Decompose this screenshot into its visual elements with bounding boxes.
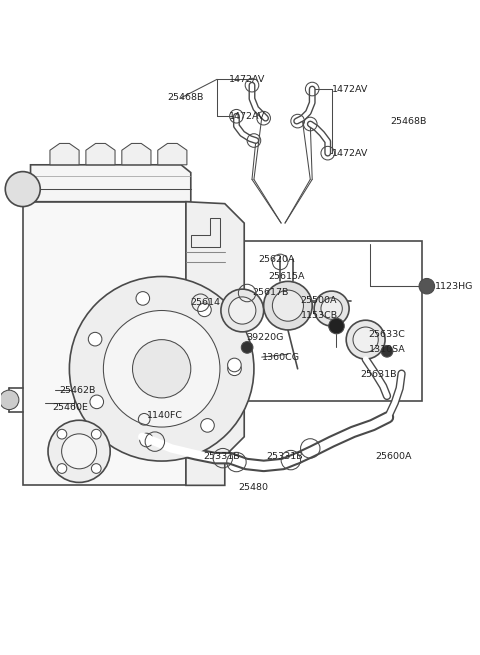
Text: 1310SA: 1310SA <box>369 345 405 354</box>
Circle shape <box>132 340 191 398</box>
Polygon shape <box>122 143 151 165</box>
Text: 25480: 25480 <box>239 483 268 492</box>
Polygon shape <box>186 202 244 485</box>
Text: 25468B: 25468B <box>390 117 426 126</box>
Text: 25614: 25614 <box>191 298 221 307</box>
Text: 25460E: 25460E <box>52 403 88 412</box>
Text: 1153CB: 1153CB <box>300 311 337 320</box>
Text: 25633C: 25633C <box>369 330 406 339</box>
Circle shape <box>136 291 150 305</box>
Circle shape <box>314 291 349 326</box>
Circle shape <box>57 429 67 439</box>
Bar <box>213 240 422 401</box>
Polygon shape <box>191 218 220 248</box>
Polygon shape <box>31 165 191 202</box>
Circle shape <box>221 289 264 332</box>
Circle shape <box>201 419 214 432</box>
Text: 25615A: 25615A <box>268 272 305 281</box>
Circle shape <box>346 320 385 359</box>
Text: 1472AV: 1472AV <box>229 75 265 84</box>
Circle shape <box>228 358 241 372</box>
Circle shape <box>228 297 256 324</box>
Circle shape <box>48 421 110 483</box>
Circle shape <box>61 434 96 469</box>
Circle shape <box>88 332 102 346</box>
Text: 25617B: 25617B <box>252 288 288 297</box>
Text: 25500A: 25500A <box>300 296 337 305</box>
Circle shape <box>381 345 393 357</box>
Circle shape <box>103 310 220 427</box>
Polygon shape <box>86 143 115 165</box>
Circle shape <box>90 395 104 409</box>
Text: 1360CG: 1360CG <box>262 352 300 362</box>
Text: 1472AV: 1472AV <box>332 149 368 158</box>
Text: 1140FC: 1140FC <box>147 411 183 420</box>
Circle shape <box>329 318 344 334</box>
Polygon shape <box>158 143 187 165</box>
Text: 39220G: 39220G <box>246 333 284 342</box>
Circle shape <box>264 282 312 330</box>
Circle shape <box>0 390 19 409</box>
Circle shape <box>419 278 434 294</box>
Circle shape <box>272 290 303 321</box>
Text: 25331B: 25331B <box>204 452 240 460</box>
Text: 1472AV: 1472AV <box>332 84 368 94</box>
Text: 25631B: 25631B <box>361 370 397 379</box>
Circle shape <box>5 172 40 206</box>
Circle shape <box>321 298 342 319</box>
Text: 25462B: 25462B <box>60 386 96 395</box>
Text: 25600A: 25600A <box>375 452 412 460</box>
Circle shape <box>140 433 153 447</box>
Circle shape <box>228 362 241 375</box>
Circle shape <box>91 429 101 439</box>
Circle shape <box>70 276 254 461</box>
Text: 1472AV: 1472AV <box>229 112 265 121</box>
Text: 25620A: 25620A <box>259 255 295 265</box>
Polygon shape <box>23 202 186 485</box>
Circle shape <box>57 464 67 474</box>
Text: 25468B: 25468B <box>167 93 204 102</box>
Text: 25331B: 25331B <box>266 452 303 460</box>
Circle shape <box>198 303 211 316</box>
Polygon shape <box>50 143 79 165</box>
Circle shape <box>241 342 253 353</box>
Text: 1123HG: 1123HG <box>434 282 473 291</box>
Circle shape <box>353 327 378 352</box>
Circle shape <box>91 464 101 474</box>
